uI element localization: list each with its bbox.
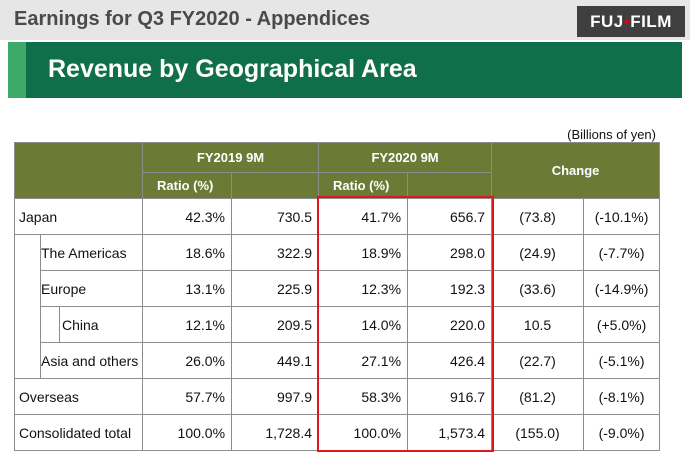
- table-row: Asia and others 26.0% 449.1 27.1% 426.4 …: [15, 342, 661, 379]
- value-2019: 322.9: [231, 234, 320, 271]
- unit-note: (Billions of yen): [567, 127, 656, 142]
- change-percent: (+5.0%): [583, 306, 661, 343]
- table-row: Europe 13.1% 225.9 12.3% 192.3 (33.6) (-…: [15, 270, 661, 307]
- value-2019: 997.9: [231, 378, 320, 415]
- ratio-2019: 18.6%: [142, 234, 233, 271]
- change-percent: (-7.7%): [583, 234, 661, 271]
- change-value: (155.0): [491, 414, 585, 451]
- logo-text-b: FILM: [630, 11, 672, 31]
- value-2020: 916.7: [407, 378, 493, 415]
- value-2020: 220.0: [407, 306, 493, 343]
- change-value: (22.7): [491, 342, 585, 379]
- row-label-text: Asia and others: [41, 352, 139, 369]
- value-2020: 298.0: [407, 234, 493, 271]
- header-fy2019: FY2019 9M: [142, 142, 320, 173]
- row-label: Europe: [39, 270, 144, 307]
- table-row: The Americas 18.6% 322.9 18.9% 298.0 (24…: [14, 234, 661, 379]
- row-label: China: [58, 306, 144, 343]
- table-row: Overseas 57.7% 997.9 58.3% 916.7 (81.2) …: [13, 378, 661, 415]
- row-label-text: The Americas: [41, 244, 127, 261]
- table-row: Consolidated total 100.0% 1,728.4 100.0%…: [13, 414, 661, 451]
- ratio-2020: 41.7%: [318, 198, 409, 235]
- ratio-2019: 12.1%: [142, 306, 233, 343]
- header-blank: [13, 142, 144, 199]
- ratio-2020: 58.3%: [318, 378, 409, 415]
- row-label: Overseas: [13, 378, 144, 415]
- value-2020: 192.3: [407, 270, 493, 307]
- header-ratio-2019: Ratio (%): [142, 172, 233, 199]
- header-ratio-2020: Ratio (%): [318, 172, 409, 199]
- change-value: (24.9): [491, 234, 585, 271]
- change-percent: (-10.1%): [583, 198, 661, 235]
- banner-accent: [8, 42, 26, 98]
- change-percent: (-5.1%): [583, 342, 661, 379]
- value-2019: 449.1: [231, 342, 320, 379]
- banner-title: Revenue by Geographical Area: [48, 55, 417, 83]
- change-percent: (-9.0%): [583, 414, 661, 451]
- change-value: (81.2): [491, 378, 585, 415]
- header-value-2019: [231, 172, 320, 199]
- fujifilm-logo: FUJ • FILM: [577, 6, 685, 37]
- ratio-2020: 18.9%: [318, 234, 409, 271]
- table-row: Japan 42.3% 730.5 41.7% 656.7 (73.8) (-1…: [13, 198, 661, 235]
- ratio-2020: 14.0%: [318, 306, 409, 343]
- title-banner: Revenue by Geographical Area: [8, 42, 682, 98]
- page-header-title: Earnings for Q3 FY2020 - Appendices: [14, 8, 371, 30]
- top-bar: Earnings for Q3 FY2020 - Appendices FUJ •…: [0, 0, 690, 40]
- ratio-2019: 26.0%: [142, 342, 233, 379]
- ratio-2020: 12.3%: [318, 270, 409, 307]
- ratio-2020: 27.1%: [318, 342, 409, 379]
- header-fy2020: FY2020 9M: [318, 142, 493, 173]
- value-2019: 730.5: [231, 198, 320, 235]
- row-label-text: Europe: [41, 280, 87, 297]
- change-value: (73.8): [491, 198, 585, 235]
- value-2020: 426.4: [407, 342, 493, 379]
- header-change: Change: [491, 142, 661, 199]
- ratio-2020: 100.0%: [318, 414, 409, 451]
- change-percent: (-8.1%): [583, 378, 661, 415]
- row-label: Asia and others: [39, 342, 144, 379]
- ratio-2019: 13.1%: [142, 270, 233, 307]
- change-percent: (-14.9%): [583, 270, 661, 307]
- logo-red-dot-icon: •: [623, 11, 631, 31]
- row-label: Japan: [13, 198, 144, 235]
- change-value: 10.5: [491, 306, 585, 343]
- row-label: Consolidated total: [13, 414, 144, 451]
- indent-spacer: [40, 306, 60, 343]
- ratio-2019: 100.0%: [142, 414, 233, 451]
- indent-spacer: [14, 234, 41, 379]
- row-label: The Americas: [39, 234, 144, 271]
- ratio-2019: 57.7%: [142, 378, 233, 415]
- change-value: (33.6): [491, 270, 585, 307]
- header-value-2020: [407, 172, 493, 199]
- ratio-2019: 42.3%: [142, 198, 233, 235]
- value-2019: 1,728.4: [231, 414, 320, 451]
- revenue-table: FY2019 9M FY2020 9M Change Ratio (%) Rat…: [13, 142, 661, 451]
- value-2020: 1,573.4: [407, 414, 493, 451]
- logo-text-a: FUJ: [590, 11, 624, 31]
- value-2019: 225.9: [231, 270, 320, 307]
- table-row: China 12.1% 209.5 14.0% 220.0 10.5 (+5.0…: [15, 306, 661, 343]
- value-2020: 656.7: [407, 198, 493, 235]
- value-2019: 209.5: [231, 306, 320, 343]
